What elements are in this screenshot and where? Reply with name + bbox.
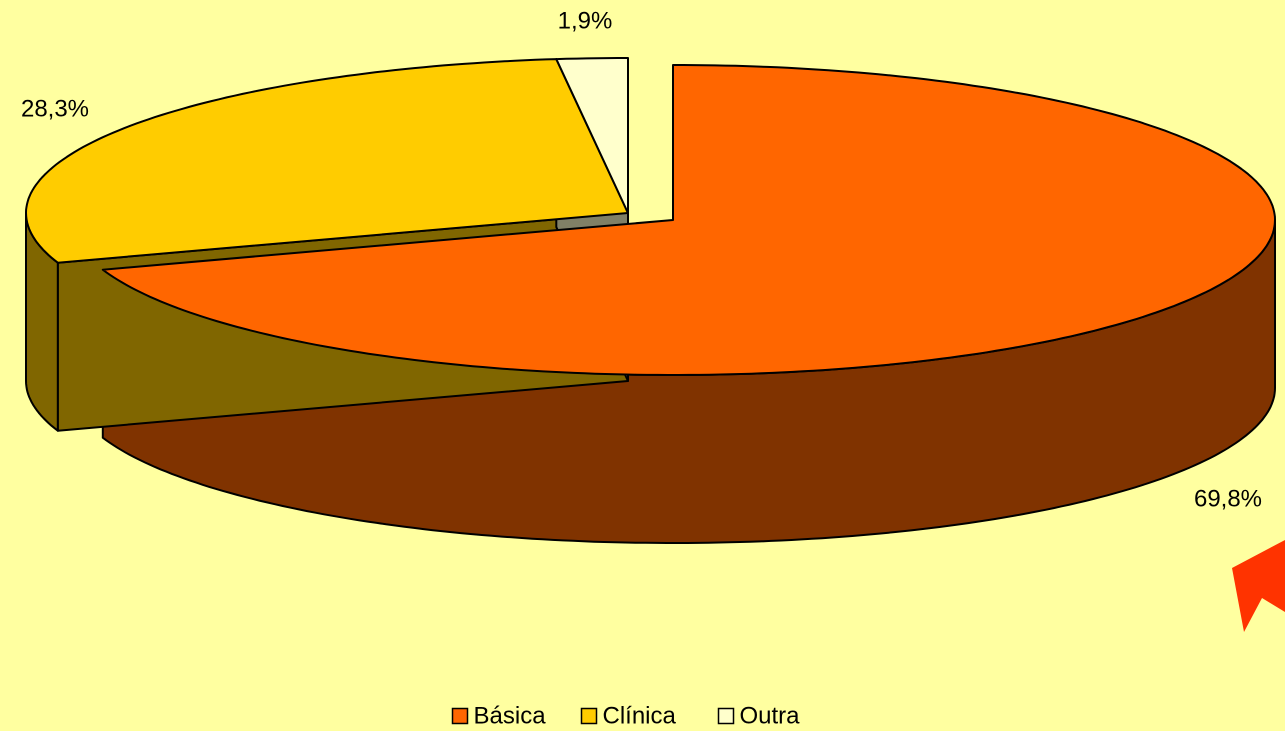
slice-top: [25, 58, 629, 264]
legend-label: Outra: [740, 702, 801, 729]
legend-swatch: [717, 707, 735, 725]
legend-swatch: [451, 707, 469, 725]
arrow-decoration: [1232, 540, 1285, 632]
legend-label: Clínica: [603, 702, 677, 729]
data-label: 69,8%: [1194, 485, 1262, 512]
data-label: 1,9%: [558, 7, 613, 34]
slice-top: [101, 64, 1276, 376]
pie: [25, 57, 1276, 544]
legend-label: Básica: [474, 702, 547, 729]
legend-swatch: [580, 707, 598, 725]
slice-top: [555, 57, 629, 214]
data-label: 28,3%: [21, 95, 89, 122]
